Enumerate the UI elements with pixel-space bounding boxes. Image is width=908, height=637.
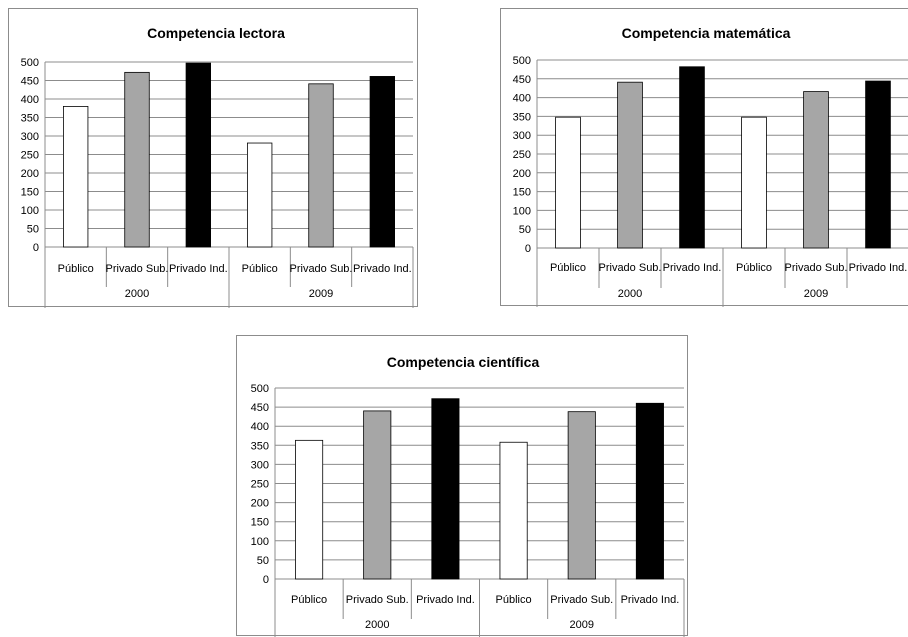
x-category-label: Privado Ind. — [621, 594, 680, 606]
chart-title: Competencia matemática — [622, 25, 791, 41]
y-tick-label: 300 — [251, 459, 269, 471]
x-category-label: Privado Sub. — [785, 262, 848, 274]
chart-title: Competencia lectora — [147, 25, 285, 41]
x-category-label: Público — [736, 262, 772, 274]
y-tick-label: 500 — [513, 55, 531, 67]
y-tick-label: 450 — [513, 74, 531, 86]
x-group-label: 2009 — [804, 288, 828, 300]
x-category-label: Privado Sub. — [599, 262, 662, 274]
bar — [555, 116, 581, 249]
y-tick-label: 250 — [21, 150, 39, 162]
y-tick-label: 200 — [513, 168, 531, 180]
y-tick-label: 350 — [513, 111, 531, 123]
x-category-label: Público — [550, 262, 586, 274]
x-group-label: 2000 — [618, 288, 642, 300]
x-category-label: Privado Ind. — [169, 263, 228, 275]
bar — [369, 76, 396, 248]
y-tick-label: 400 — [513, 93, 531, 105]
y-tick-label: 150 — [21, 187, 39, 199]
y-tick-label: 400 — [21, 94, 39, 106]
chart-title: Competencia científica — [387, 354, 540, 370]
chart-matematica: Competencia matemática 0 50 100 150 200 250 30… — [513, 25, 908, 307]
x-category-label: Público — [58, 263, 94, 275]
bar — [363, 410, 392, 580]
bar — [741, 116, 767, 249]
y-tick-label: 500 — [21, 57, 39, 69]
bar — [679, 66, 705, 249]
y-tick-label: 150 — [251, 517, 269, 529]
y-tick-label: 50 — [519, 224, 531, 236]
y-tick-label: 300 — [513, 130, 531, 142]
y-tick-label: 0 — [525, 243, 531, 255]
x-group-label: 2000 — [365, 619, 389, 631]
x-category-label: Privado Sub. — [550, 594, 613, 606]
chart-lectora: Competencia lectora 0 50 100 150 200 250 300 35… — [21, 25, 414, 308]
y-tick-label: 350 — [251, 440, 269, 452]
bar — [803, 91, 829, 249]
y-tick-label: 0 — [33, 242, 39, 254]
y-tick-label: 200 — [21, 168, 39, 180]
bar — [865, 80, 891, 249]
x-category-label: Privado Ind. — [849, 262, 908, 274]
bar — [431, 398, 460, 580]
bar — [124, 71, 150, 248]
y-tick-label: 50 — [27, 224, 39, 236]
x-category-label: Privado Sub. — [106, 263, 169, 275]
y-tick-label: 400 — [251, 421, 269, 433]
x-group-label: 2009 — [309, 288, 333, 300]
x-category-label: Público — [496, 594, 532, 606]
y-tick-label: 200 — [251, 498, 269, 510]
x-category-label: Privado Ind. — [353, 263, 412, 275]
x-category-label: Privado Ind. — [416, 594, 475, 606]
bar — [63, 106, 89, 248]
y-tick-label: 100 — [513, 205, 531, 217]
y-tick-label: 450 — [21, 76, 39, 88]
bar — [308, 83, 334, 248]
y-tick-label: 450 — [251, 402, 269, 414]
y-tick-label: 300 — [21, 131, 39, 143]
y-tick-label: 350 — [21, 113, 39, 125]
bar — [567, 411, 596, 580]
bar — [617, 81, 643, 249]
x-category-label: Privado Sub. — [290, 263, 353, 275]
y-tick-label: 150 — [513, 187, 531, 199]
y-tick-label: 500 — [251, 383, 269, 395]
y-tick-label: 0 — [263, 574, 269, 586]
bar — [499, 441, 528, 580]
y-tick-label: 100 — [251, 536, 269, 548]
x-group-label: 2000 — [125, 288, 149, 300]
x-category-label: Público — [242, 263, 278, 275]
bar — [246, 142, 273, 248]
x-category-label: Público — [291, 594, 327, 606]
chart-cientifica: Competencia científica 0 50 100 150 200 250 30… — [251, 354, 685, 637]
x-category-label: Privado Sub. — [346, 594, 409, 606]
y-tick-label: 100 — [21, 205, 39, 217]
y-tick-label: 50 — [257, 555, 269, 567]
x-category-label: Privado Ind. — [663, 262, 722, 274]
x-group-label: 2009 — [570, 619, 594, 631]
y-tick-label: 250 — [513, 149, 531, 161]
y-tick-label: 250 — [251, 479, 269, 491]
chart-panel-cientifica: Competencia científica 0 50 100 150 200 250 30… — [236, 335, 688, 637]
bar — [635, 402, 664, 580]
chart-panel-matematica: Competencia matemática 0 50 100 150 200 250 30… — [500, 8, 908, 307]
bar — [185, 62, 211, 248]
chart-panel-lectora: Competencia lectora 0 50 100 150 200 250 300 35… — [8, 8, 418, 308]
bar — [295, 439, 324, 580]
